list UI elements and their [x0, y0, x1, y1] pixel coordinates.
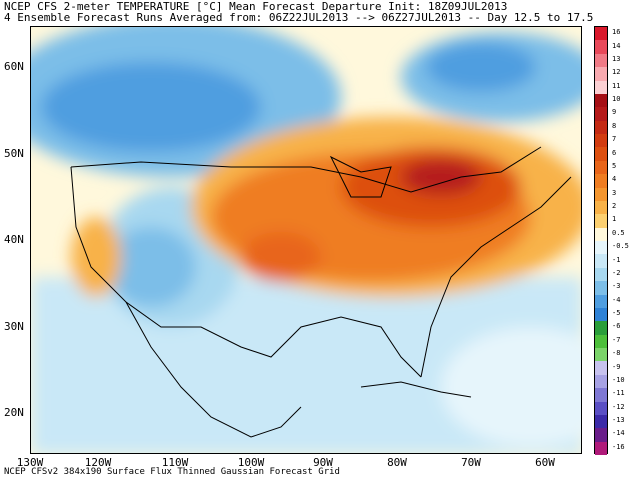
color-scale-cell	[595, 281, 607, 295]
color-scale-label: 2	[612, 202, 617, 211]
lat-label-60n: 60N	[4, 60, 24, 73]
color-scale-label: -4	[612, 295, 621, 304]
color-scale-label: -13	[612, 416, 625, 425]
color-scale-cell	[595, 414, 607, 429]
map-title-line1: NCEP CFS 2-meter TEMPERATURE [°C] Mean F…	[4, 0, 508, 13]
color-scale-label: -12	[612, 402, 625, 411]
color-scale-label: 16	[612, 28, 621, 37]
color-scale-cell	[595, 401, 607, 415]
color-scale-label: 11	[612, 81, 621, 90]
color-scale-label: -3	[612, 282, 621, 291]
color-scale-cell	[595, 374, 607, 389]
color-scale-label: -1	[612, 255, 621, 264]
color-scale-cell	[595, 80, 607, 94]
lon-label-90w: 90W	[313, 456, 333, 469]
lon-label-120w: 120W	[84, 456, 112, 469]
lon-label-130w: 130W	[16, 456, 44, 469]
color-scale-cell	[595, 174, 607, 188]
neutral-atlantic-region	[441, 327, 581, 447]
color-scale-label: -11	[612, 389, 625, 398]
map-title-line2: 4 Ensemble Forecast Runs Averaged from: …	[4, 11, 594, 24]
color-scale-label: -16	[612, 442, 625, 451]
color-scale-cell	[595, 307, 607, 322]
color-scale-cell	[595, 200, 607, 215]
colder-canada-core	[41, 62, 261, 152]
color-scale-cell	[595, 428, 607, 442]
color-scale-cell	[595, 254, 607, 268]
color-scale-label: -6	[612, 322, 621, 331]
warm-west-coast	[71, 217, 121, 297]
color-scale-label: 13	[612, 54, 621, 63]
color-scale-label: -8	[612, 349, 621, 358]
cooler-west-core	[106, 227, 196, 307]
color-scale-label: -7	[612, 335, 621, 344]
caribbean-islands-line	[360, 381, 472, 398]
color-scale-label: 8	[612, 121, 617, 130]
color-scale-cell	[595, 67, 607, 81]
color-scale-label: 5	[612, 161, 617, 170]
color-scale-cell	[595, 134, 607, 148]
color-scale-cell	[595, 294, 607, 308]
color-scale-cell	[595, 388, 607, 402]
color-scale-bar	[594, 26, 608, 455]
color-scale-label: 7	[612, 135, 617, 144]
color-scale-label: 14	[612, 41, 621, 50]
color-scale-cell	[595, 107, 607, 121]
color-scale-cell	[595, 267, 607, 282]
color-scale-label: -14	[612, 429, 625, 438]
temperature-anomaly-map	[30, 26, 582, 454]
color-scale-label: 4	[612, 175, 617, 184]
grid-footer-note: NCEP CFSv2 384x190 Surface Flux Thinned …	[4, 467, 340, 477]
color-scale-cell	[595, 53, 607, 68]
color-scale-cell	[595, 40, 607, 54]
lon-label-100w: 100W	[237, 456, 265, 469]
color-scale-cell	[595, 214, 607, 228]
lon-label-60w: 60W	[535, 456, 555, 469]
canada-border-line	[70, 146, 542, 193]
color-scale-label: 12	[612, 68, 621, 77]
lat-label-30n: 30N	[4, 320, 24, 333]
color-scale-cell	[595, 348, 607, 362]
lat-label-50n: 50N	[4, 147, 24, 160]
us-southern-outline	[70, 166, 422, 378]
great-lakes-outline	[329, 155, 392, 198]
us-east-coast-line	[420, 176, 572, 378]
color-scale-cell	[595, 227, 607, 241]
color-scale-cell	[595, 361, 607, 375]
mexico-outline	[125, 301, 302, 438]
map-canvas	[31, 27, 581, 453]
boundary-lines	[70, 146, 572, 438]
color-scale-label: 10	[612, 95, 621, 104]
color-scale-cell	[595, 27, 607, 41]
color-scale-label: 0.5	[612, 228, 625, 237]
color-scale-cell	[595, 147, 607, 161]
color-scale-label: 9	[612, 108, 617, 117]
color-scale-cell	[595, 93, 607, 108]
color-scale-cell	[595, 187, 607, 201]
color-scale-label: -2	[612, 268, 621, 277]
color-scale-cell	[595, 321, 607, 335]
color-scale-label: -10	[612, 375, 625, 384]
color-scale-cell	[595, 120, 607, 134]
color-scale-label: 1	[612, 215, 617, 224]
lat-label-40n: 40N	[4, 233, 24, 246]
color-scale-cell	[595, 334, 607, 348]
color-scale-label: -9	[612, 362, 621, 371]
color-scale-cell	[595, 160, 607, 175]
color-scale-label: 3	[612, 188, 617, 197]
color-scale-label: -0.5	[612, 242, 629, 251]
lon-label-110w: 110W	[161, 456, 189, 469]
color-scale-cell	[595, 441, 607, 455]
lon-label-70w: 70W	[461, 456, 481, 469]
warm-plains-core	[241, 232, 321, 282]
colder-quebec-core	[426, 42, 536, 92]
color-scale-cell	[595, 241, 607, 255]
lat-label-20n: 20N	[4, 406, 24, 419]
lon-label-80w: 80W	[387, 456, 407, 469]
color-scale-label: 6	[612, 148, 617, 157]
color-scale-label: -5	[612, 309, 621, 318]
hottest-northeast-core	[401, 159, 481, 195]
